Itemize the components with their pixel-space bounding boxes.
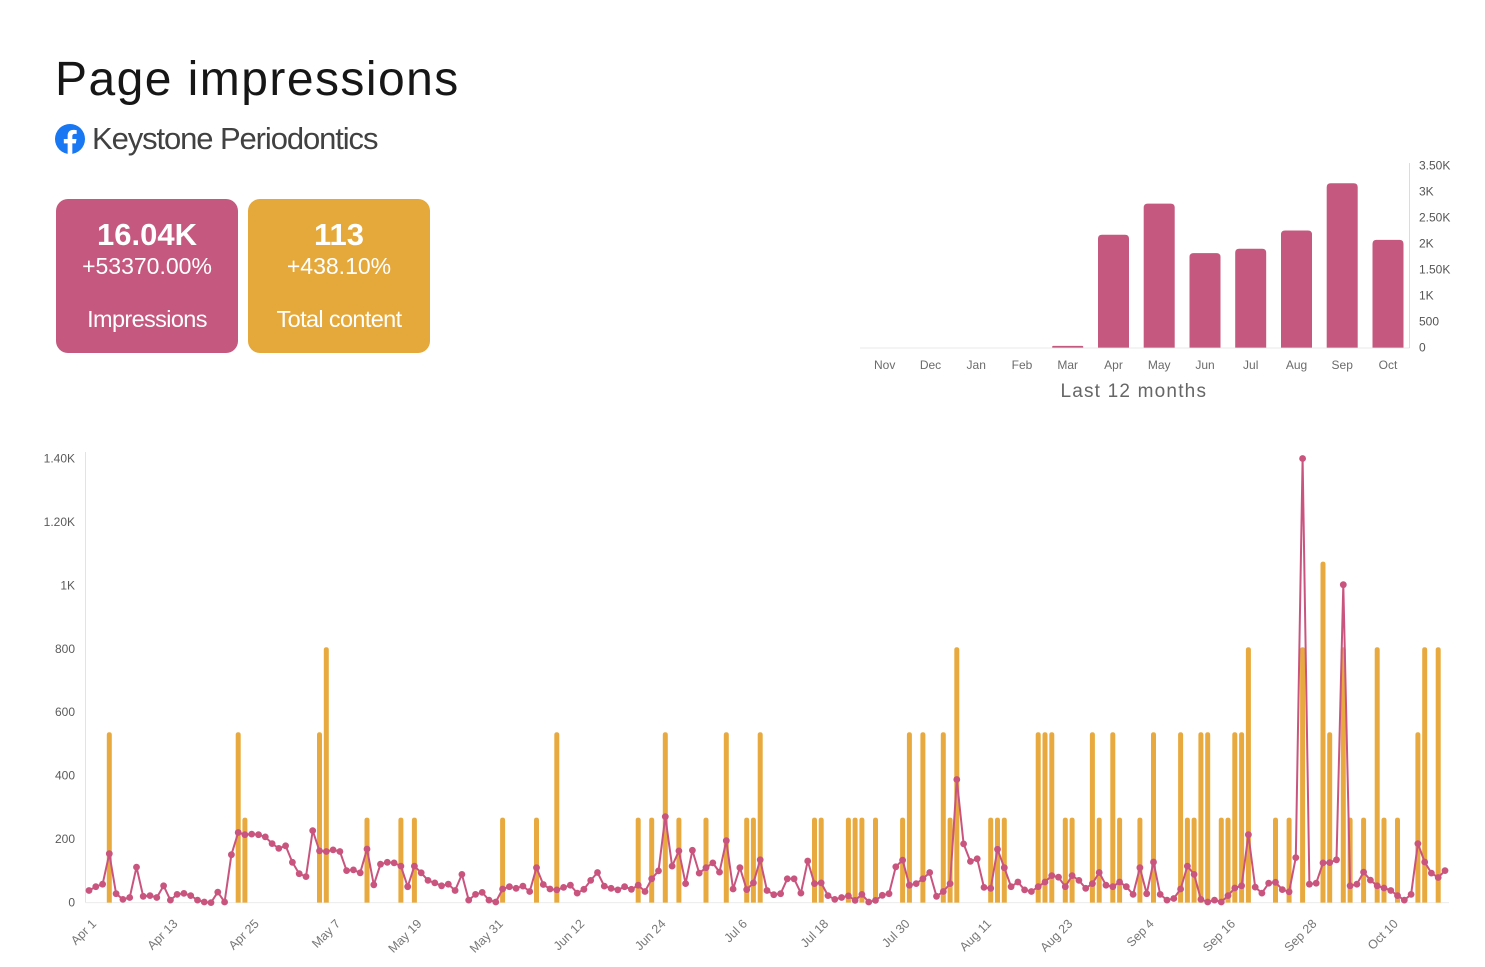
- svg-text:600: 600: [55, 705, 75, 719]
- svg-text:Jan: Jan: [967, 358, 986, 372]
- svg-text:Aug 23: Aug 23: [1038, 917, 1076, 955]
- svg-text:0: 0: [68, 896, 75, 910]
- svg-text:Sep 16: Sep 16: [1200, 917, 1238, 955]
- svg-text:Jul 30: Jul 30: [879, 917, 913, 951]
- svg-text:1.20K: 1.20K: [44, 515, 75, 529]
- svg-text:Dec: Dec: [920, 358, 941, 372]
- svg-text:Sep 4: Sep 4: [1124, 917, 1157, 950]
- svg-text:May: May: [1148, 358, 1171, 372]
- svg-text:Apr: Apr: [1104, 358, 1123, 372]
- svg-text:1.50K: 1.50K: [1419, 263, 1450, 277]
- svg-text:Apr 13: Apr 13: [145, 917, 181, 953]
- svg-text:Jul 18: Jul 18: [798, 917, 832, 951]
- svg-text:Aug: Aug: [1286, 358, 1307, 372]
- svg-text:Jul 6: Jul 6: [721, 917, 750, 946]
- svg-text:Sep 28: Sep 28: [1282, 917, 1320, 955]
- svg-text:3K: 3K: [1419, 185, 1434, 199]
- svg-text:May 31: May 31: [467, 917, 506, 956]
- svg-text:1.40K: 1.40K: [44, 452, 75, 466]
- svg-text:0: 0: [1419, 341, 1426, 355]
- svg-text:Feb: Feb: [1012, 358, 1033, 372]
- svg-text:Jun 12: Jun 12: [551, 917, 587, 953]
- svg-text:2K: 2K: [1419, 237, 1434, 251]
- svg-text:2.50K: 2.50K: [1419, 211, 1450, 225]
- svg-text:Apr 1: Apr 1: [68, 917, 99, 948]
- svg-text:Sep: Sep: [1332, 358, 1354, 372]
- svg-text:3.50K: 3.50K: [1419, 159, 1450, 173]
- svg-text:Oct: Oct: [1379, 358, 1398, 372]
- svg-text:May 19: May 19: [386, 917, 425, 956]
- svg-text:Jul: Jul: [1243, 358, 1258, 372]
- svg-text:800: 800: [55, 642, 75, 656]
- svg-text:Aug 11: Aug 11: [957, 917, 994, 954]
- svg-text:Mar: Mar: [1057, 358, 1078, 372]
- svg-text:May 7: May 7: [309, 917, 343, 951]
- svg-text:Nov: Nov: [874, 358, 895, 372]
- svg-text:1K: 1K: [60, 578, 75, 592]
- svg-text:Oct 10: Oct 10: [1365, 917, 1401, 953]
- svg-text:Apr 25: Apr 25: [226, 917, 262, 953]
- svg-text:Jun: Jun: [1195, 358, 1214, 372]
- svg-text:1K: 1K: [1419, 289, 1434, 303]
- svg-text:500: 500: [1419, 315, 1439, 329]
- svg-text:Last 12 months: Last 12 months: [1060, 381, 1207, 402]
- svg-text:400: 400: [55, 769, 75, 783]
- svg-text:Jun 24: Jun 24: [632, 917, 668, 953]
- svg-text:200: 200: [55, 832, 75, 846]
